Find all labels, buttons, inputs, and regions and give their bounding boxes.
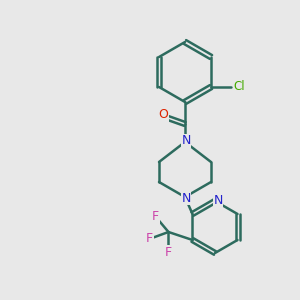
Text: O: O bbox=[158, 109, 168, 122]
Text: N: N bbox=[181, 134, 191, 148]
Text: F: F bbox=[152, 210, 159, 223]
Text: N: N bbox=[213, 194, 223, 208]
Text: Cl: Cl bbox=[233, 80, 245, 94]
Text: N: N bbox=[181, 191, 191, 205]
Text: F: F bbox=[146, 232, 153, 245]
Text: F: F bbox=[165, 245, 172, 259]
